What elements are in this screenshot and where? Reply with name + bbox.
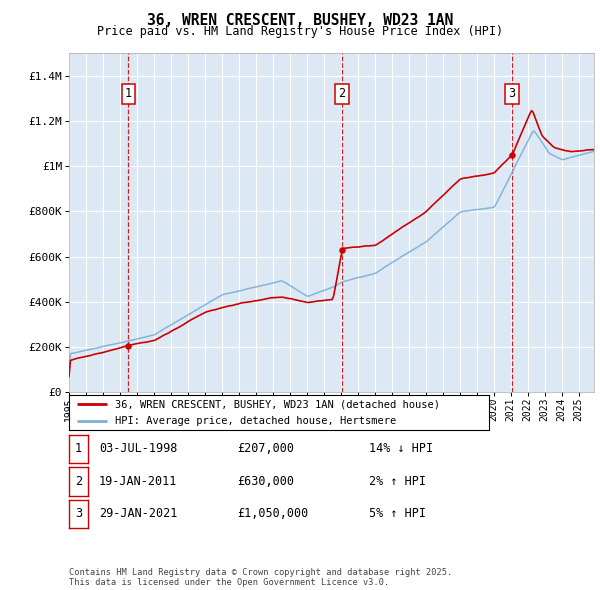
Text: 1: 1 [125, 87, 132, 100]
Text: £207,000: £207,000 [237, 442, 294, 455]
Text: 29-JAN-2021: 29-JAN-2021 [99, 507, 178, 520]
Text: 3: 3 [75, 507, 82, 520]
Text: 2% ↑ HPI: 2% ↑ HPI [369, 475, 426, 488]
Text: Contains HM Land Registry data © Crown copyright and database right 2025.
This d: Contains HM Land Registry data © Crown c… [69, 568, 452, 587]
Point [337, 245, 346, 255]
Text: 36, WREN CRESCENT, BUSHEY, WD23 1AN (detached house): 36, WREN CRESCENT, BUSHEY, WD23 1AN (det… [115, 399, 440, 409]
Text: 19-JAN-2011: 19-JAN-2011 [99, 475, 178, 488]
Text: £630,000: £630,000 [237, 475, 294, 488]
Text: £1,050,000: £1,050,000 [237, 507, 308, 520]
Text: 14% ↓ HPI: 14% ↓ HPI [369, 442, 433, 455]
Text: 03-JUL-1998: 03-JUL-1998 [99, 442, 178, 455]
Text: 3: 3 [509, 87, 515, 100]
Text: 5% ↑ HPI: 5% ↑ HPI [369, 507, 426, 520]
Point [508, 150, 517, 160]
Text: HPI: Average price, detached house, Hertsmere: HPI: Average price, detached house, Hert… [115, 415, 397, 425]
Point [124, 341, 133, 350]
Text: 36, WREN CRESCENT, BUSHEY, WD23 1AN: 36, WREN CRESCENT, BUSHEY, WD23 1AN [147, 13, 453, 28]
Text: 2: 2 [75, 475, 82, 488]
Text: Price paid vs. HM Land Registry's House Price Index (HPI): Price paid vs. HM Land Registry's House … [97, 25, 503, 38]
Text: 1: 1 [75, 442, 82, 455]
Text: 2: 2 [338, 87, 345, 100]
